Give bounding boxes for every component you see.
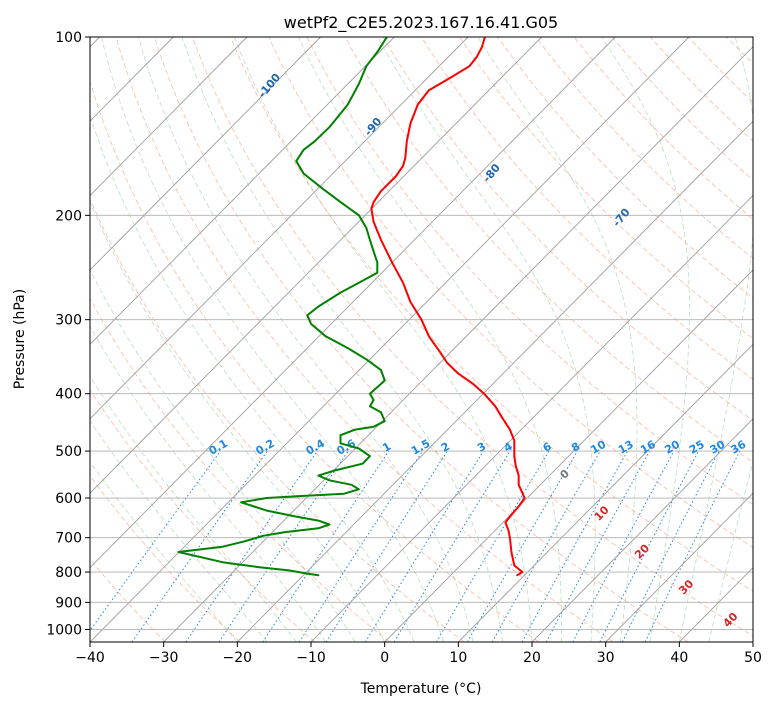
y-tick-label: 600 (55, 491, 82, 507)
y-tick-label: 400 (55, 387, 82, 403)
x-tick-label: 50 (744, 650, 762, 666)
x-tick-label: −10 (296, 650, 326, 666)
x-tick-label: −30 (149, 650, 179, 666)
x-tick-label: 40 (670, 650, 688, 666)
y-tick-label: 100 (55, 30, 82, 46)
y-tick-label: 900 (55, 595, 82, 611)
chart-title: wetPf2_C2E5.2023.167.16.41.G05 (284, 13, 558, 33)
x-tick-label: 20 (523, 650, 541, 666)
x-tick-label: −20 (223, 650, 253, 666)
y-axis-title: Pressure (hPa) (12, 289, 28, 389)
y-tick-label: 800 (55, 565, 82, 581)
x-tick-label: 0 (380, 650, 389, 666)
x-tick-label: 10 (449, 650, 467, 666)
y-tick-label: 200 (55, 208, 82, 224)
y-tick-label: 300 (55, 313, 82, 329)
y-tick-label: 700 (55, 531, 82, 547)
x-tick-label: −40 (75, 650, 105, 666)
y-tick-label: 500 (55, 444, 82, 460)
x-tick-label: 30 (597, 650, 615, 666)
x-axis-title: Temperature (°C) (360, 681, 482, 697)
y-tick-label: 1000 (46, 622, 82, 638)
